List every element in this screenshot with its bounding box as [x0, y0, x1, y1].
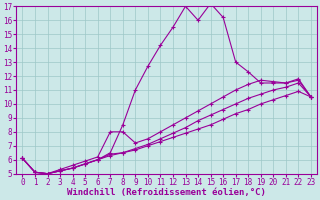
X-axis label: Windchill (Refroidissement éolien,°C): Windchill (Refroidissement éolien,°C): [67, 188, 266, 197]
